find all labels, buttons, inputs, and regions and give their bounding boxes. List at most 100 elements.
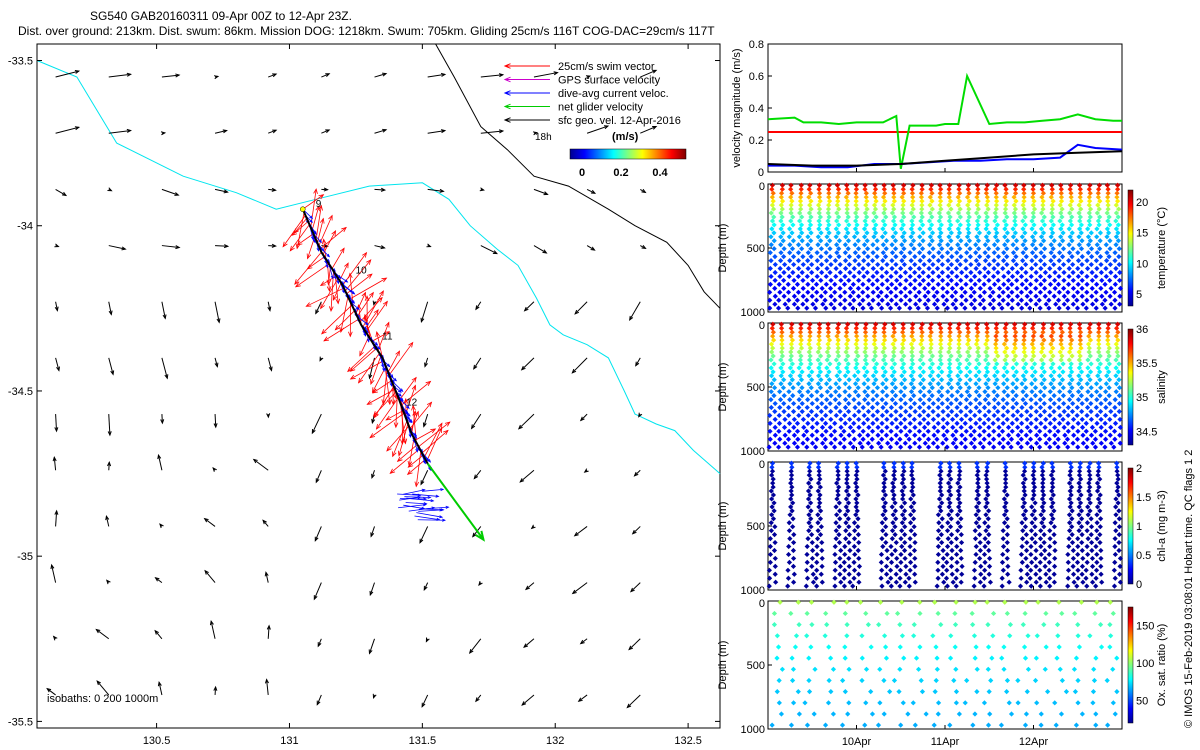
profile-point — [875, 432, 881, 438]
profile-point — [769, 218, 776, 224]
profile-point — [856, 571, 862, 577]
profile-point — [900, 460, 906, 466]
profile-point — [901, 190, 907, 196]
profile-point — [919, 321, 925, 327]
profile-point — [818, 238, 824, 244]
profile-point — [984, 325, 990, 331]
profile-point — [844, 218, 850, 224]
profile-point — [993, 349, 999, 355]
profile-point — [1038, 242, 1044, 248]
profile-point — [983, 373, 989, 379]
profile-point — [927, 234, 933, 240]
profile-point — [844, 476, 850, 482]
profile-point — [940, 547, 946, 554]
geo-velocity-arrow-shaft — [204, 518, 216, 527]
profile-point — [974, 194, 980, 200]
geo-velocity-arrow-head — [530, 524, 536, 530]
current-vector-arrow-head — [408, 433, 412, 438]
geo-velocity-arrow — [54, 301, 59, 312]
profile-point — [964, 389, 970, 395]
profile-point — [991, 428, 997, 434]
profile-point — [1021, 206, 1027, 212]
profile-point — [981, 700, 988, 706]
depth-tick-label: 500 — [747, 660, 765, 672]
profile-point — [938, 206, 944, 212]
profile-point — [1096, 325, 1102, 331]
profile-point — [1059, 677, 1065, 684]
profile-point — [845, 246, 851, 252]
profile-point — [1085, 504, 1091, 510]
geo-velocity-arrow — [420, 470, 429, 486]
profile-point — [855, 532, 862, 538]
profile-point — [1114, 194, 1120, 200]
profile-point — [985, 385, 991, 391]
geo-velocity-arrow — [319, 356, 324, 362]
profile-point — [1115, 186, 1121, 192]
profile-point — [1114, 349, 1120, 355]
profile-point — [955, 349, 961, 355]
profile-point — [844, 329, 850, 335]
profile-point — [936, 273, 942, 280]
profile-point — [804, 551, 810, 558]
profile-point — [956, 230, 963, 236]
profile-point — [901, 261, 908, 268]
profile-point — [1070, 285, 1077, 291]
profile-point — [994, 238, 1001, 244]
profile-point — [907, 281, 914, 287]
profile-point — [938, 476, 944, 482]
profile-point — [799, 393, 805, 399]
profile-point — [1004, 416, 1010, 423]
profile-point — [825, 210, 831, 216]
profile-point — [861, 412, 867, 419]
profile-point — [1032, 532, 1039, 538]
current-vector-arrow-shaft — [403, 504, 425, 510]
profile-point — [990, 436, 997, 442]
profile-point — [1099, 301, 1105, 307]
profile-point — [953, 575, 959, 581]
profile-point — [1029, 257, 1035, 264]
profile-point — [1012, 321, 1018, 327]
profile-point — [986, 230, 992, 236]
profile-point — [900, 476, 907, 482]
profile-point — [837, 571, 843, 577]
profile-point — [1024, 689, 1030, 695]
depth-tick-label: 0 — [759, 459, 765, 471]
profile-point — [1039, 182, 1046, 188]
profile-point — [974, 472, 980, 478]
profile-point — [917, 404, 923, 411]
profile-point — [1117, 293, 1123, 299]
profile-point — [1065, 420, 1071, 426]
profile-point — [1043, 301, 1049, 307]
profile-point — [1085, 551, 1091, 558]
profile-point — [1115, 500, 1121, 506]
profile-point — [909, 472, 915, 478]
profile-point — [824, 226, 830, 232]
swim-vector-arrow — [320, 277, 339, 310]
profile-point — [907, 428, 913, 434]
profile-point — [1042, 269, 1049, 276]
profile-point — [1056, 305, 1062, 311]
profile-point — [911, 633, 917, 639]
profile-point — [1002, 333, 1009, 339]
profile-point — [806, 194, 812, 200]
profile-point — [1040, 480, 1046, 486]
profile-point — [1036, 297, 1042, 303]
profile-point — [900, 202, 906, 208]
profile-point — [798, 353, 804, 359]
profile-point — [805, 289, 811, 295]
profile-point — [1037, 404, 1044, 411]
swim-vector-arrow-shaft — [323, 318, 359, 342]
profile-point — [1027, 289, 1034, 295]
profile-point — [770, 353, 776, 359]
profile-point — [1012, 190, 1019, 196]
profile-point — [975, 198, 981, 204]
profile-point — [985, 722, 992, 728]
swim-vector-arrow — [385, 410, 404, 421]
geo-velocity-arrow-shaft — [161, 188, 179, 196]
profile-point — [883, 246, 889, 252]
profile-point — [945, 242, 951, 248]
profile-point — [837, 369, 843, 375]
profile-point — [884, 610, 890, 617]
geo-velocity-arrow — [215, 244, 230, 249]
profile-point — [1048, 218, 1054, 224]
